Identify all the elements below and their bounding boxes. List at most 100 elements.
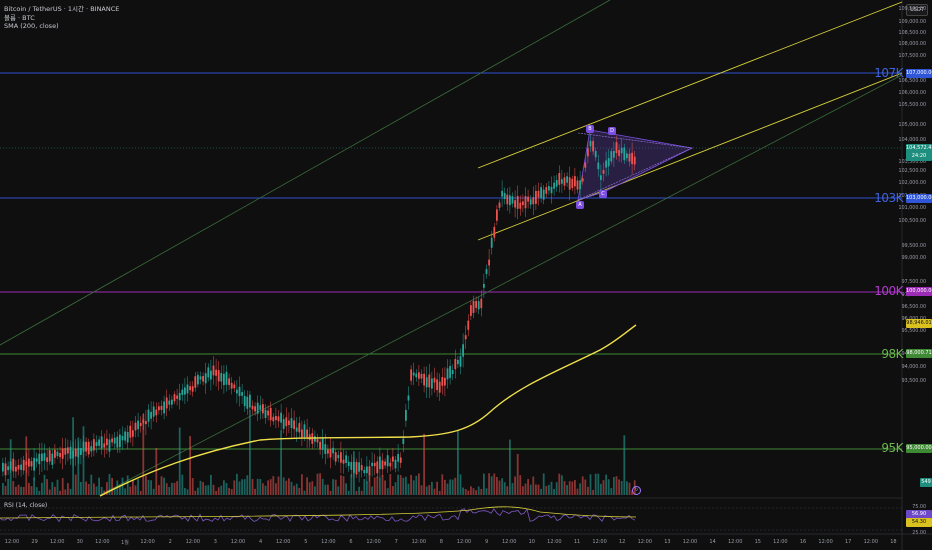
candle-body (147, 409, 150, 422)
volume-bar (316, 473, 319, 495)
candle-body (610, 151, 613, 162)
candle-body (524, 196, 527, 209)
volume-bar (355, 490, 358, 495)
candle-body (337, 454, 340, 459)
candle-body (451, 370, 454, 374)
trendline-upper-green (0, 0, 611, 346)
volume-bar (623, 435, 626, 495)
candle-body (150, 411, 152, 419)
price-tick: 108,000.00 (898, 42, 926, 47)
candle-body (220, 372, 223, 382)
time-tick: 12 (619, 539, 626, 545)
candle-body (277, 416, 280, 422)
candle-body (561, 179, 563, 184)
candle-body (334, 452, 337, 462)
triangle-upper-edge (577, 132, 693, 149)
volume-bar (384, 480, 386, 495)
symbol-title[interactable]: Bitcoin / TetherUS · 1시간 · BINANCE (4, 5, 120, 13)
candle-body (540, 187, 542, 199)
candle-body (238, 386, 241, 397)
candle-body (64, 448, 67, 455)
volume-bar (581, 476, 584, 495)
pattern-point-a[interactable]: A (576, 201, 584, 209)
volume-bar (553, 488, 555, 495)
candle-body (545, 187, 548, 194)
volume-bar (241, 479, 243, 495)
candle-body (607, 158, 610, 167)
volume-bar (85, 481, 87, 495)
time-tick: 12:00 (185, 539, 201, 545)
volume-bar (243, 479, 246, 495)
volume-bar (457, 430, 459, 495)
candle-body (269, 407, 272, 421)
candle-body (342, 459, 345, 464)
volume-bar (150, 480, 152, 495)
price-tick: 99,000.00 (901, 256, 926, 261)
pattern-point-c[interactable]: C (599, 190, 607, 198)
time-tick: 12:00 (321, 539, 336, 545)
rsi-legend[interactable]: RSI (14, close) (4, 502, 48, 509)
candle-body (95, 442, 98, 447)
candle-body (15, 466, 17, 472)
volume-bar (165, 483, 168, 495)
volume-bar (324, 484, 327, 495)
candle-body (464, 335, 467, 340)
pattern-point-b[interactable]: B (586, 125, 594, 133)
candle-body (290, 418, 293, 429)
pattern-point-d[interactable]: D (608, 127, 616, 135)
volume-bar (449, 479, 451, 495)
volume-bar (246, 475, 249, 495)
time-tick: 12:00 (456, 539, 472, 545)
sma-legend[interactable]: SMA (200, close) (4, 22, 59, 30)
volume-bar (121, 477, 124, 495)
volume-bar (95, 486, 98, 495)
channel-lower (477, 72, 903, 241)
volume-bar (212, 484, 215, 495)
time-tick: 12:00 (230, 539, 246, 545)
time-tick: 12:00 (4, 539, 20, 545)
volume-bar (191, 477, 194, 495)
currency-selector[interactable]: USDT (906, 4, 928, 16)
candle-body (137, 420, 139, 430)
rsi-value-tag-b: 54.30 (906, 518, 932, 527)
volume-bar (269, 479, 272, 495)
time-tick: 10 (528, 539, 535, 545)
candle-body (267, 410, 269, 416)
price-tick: 107,500.00 (898, 54, 926, 59)
candle-body (379, 456, 381, 470)
volume-bar (295, 483, 298, 495)
sma-200-line (99, 324, 637, 497)
candle-body (186, 384, 189, 394)
volume-bar (254, 488, 256, 495)
reset-icon[interactable]: ↻ (632, 486, 641, 495)
price-tick: 106,500.00 (898, 79, 926, 84)
volume-bar (441, 474, 444, 495)
candle-body (67, 447, 69, 454)
volume-bar (470, 486, 472, 495)
candle-body (438, 381, 441, 393)
candle-body (626, 153, 628, 159)
volume-bar (540, 488, 542, 495)
candle-body (574, 176, 576, 187)
candle-body (392, 456, 394, 462)
volume-bar (22, 486, 25, 495)
volume-bar (602, 480, 605, 495)
candle-body (275, 415, 277, 421)
candle-body (163, 401, 165, 414)
volume-bar (282, 477, 285, 495)
time-tick: 12:00 (275, 539, 291, 545)
volume-bar (607, 479, 610, 495)
candle-body (522, 201, 524, 206)
volume-legend[interactable]: 볼륨 · BTC (4, 13, 35, 22)
time-tick: 12:00 (773, 539, 788, 545)
volume-bar (433, 488, 436, 495)
candle-body (503, 192, 506, 199)
candle-body (59, 453, 61, 458)
candle-body (4, 463, 7, 476)
time-tick: 12:00 (637, 539, 653, 545)
volume-bar (628, 482, 631, 495)
volume-bar (173, 482, 176, 495)
candle-body (246, 396, 249, 409)
